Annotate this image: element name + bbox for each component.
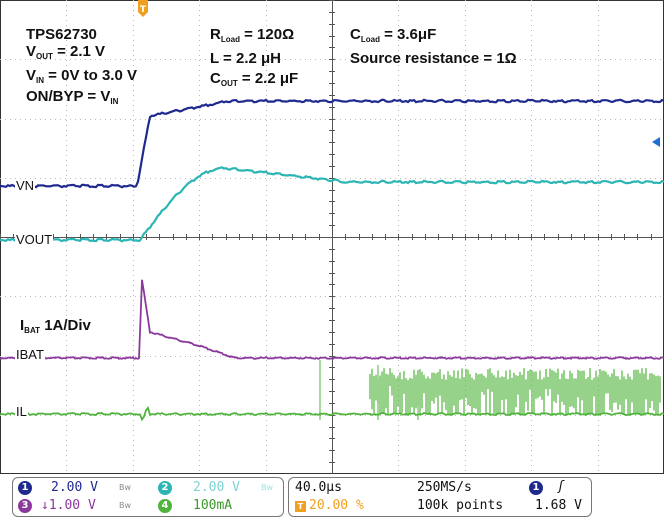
cout-annotation: COUT = 2.2 μF — [210, 70, 299, 89]
trigger-slope-icon: ʃ — [557, 479, 565, 494]
ch1-scale: 2.00 V — [51, 480, 98, 495]
trigger-marker-label: T — [140, 5, 147, 15]
ch3-bandwidth-icon: Bw — [119, 501, 132, 510]
graticule-grid — [0, 0, 664, 475]
vn-trace — [0, 98, 664, 189]
ch1-badge[interactable]: 1 — [18, 481, 32, 495]
ch2-badge[interactable]: 2 — [158, 481, 172, 495]
onbyp-annotation: ON/BYP = VIN — [26, 88, 119, 107]
timebase-value: 40.0μs — [295, 480, 342, 495]
trigger-level: 1.68 V — [535, 498, 582, 513]
ch4-scale: 100mA — [193, 498, 233, 513]
trigger-position-value: 20.00 % — [309, 498, 364, 513]
ch3-badge[interactable]: 3 — [18, 499, 32, 513]
ch4-badge[interactable]: 4 — [158, 499, 172, 513]
il-trace — [0, 406, 664, 422]
ibat-trace — [0, 279, 664, 360]
il-switching-noise — [319, 360, 661, 420]
vn-trace-label: VN — [15, 178, 36, 193]
rload-annotation: RLoad = 120Ω — [210, 26, 295, 45]
ibat-trace-label: IBAT — [15, 347, 45, 362]
vout-trace — [0, 166, 664, 243]
trigger-source-badge[interactable]: 1 — [529, 481, 543, 495]
trigger-position-icon: T — [295, 501, 306, 512]
ch3-scale: ↓1.00 V — [41, 498, 96, 513]
trigger-level-arrow-icon[interactable] — [652, 137, 660, 147]
trigger-position-marker[interactable] — [138, 0, 148, 17]
ch1-bandwidth-icon: Bw — [119, 483, 132, 492]
device-name: TPS62730 — [26, 26, 97, 43]
ibat-scale-annotation: IBAT 1A/Div — [20, 317, 91, 336]
il-trace-label: IL — [15, 404, 28, 419]
scope-status-bar: 1 2.00 V Bw 2 2.00 V Bw 3 ↓1.00 V Bw 4 1… — [0, 474, 664, 519]
source-resistance-annotation: Source resistance = 1Ω — [350, 50, 517, 67]
waveform-graticule: T — [0, 0, 664, 475]
timebase-trigger-panel[interactable]: 40.0μs T 20.00 % 250MS/s 100k points 1 ʃ… — [288, 477, 592, 517]
vin-annotation: VIN = 0V to 3.0 V — [26, 67, 137, 86]
sample-rate: 250MS/s — [417, 480, 472, 495]
channel-settings-panel[interactable]: 1 2.00 V Bw 2 2.00 V Bw 3 ↓1.00 V Bw 4 1… — [12, 477, 284, 517]
cload-annotation: CLoad = 3.6μF — [350, 26, 437, 45]
record-length: 100k points — [417, 498, 504, 513]
vout-annotation: VOUT = 2.1 V — [26, 43, 106, 62]
vout-trace-label: VOUT — [15, 232, 54, 247]
ch2-scale: 2.00 V — [193, 480, 240, 495]
ch2-bandwidth-icon: Bw — [261, 483, 274, 492]
inductor-annotation: L = 2.2 μH — [210, 50, 282, 67]
